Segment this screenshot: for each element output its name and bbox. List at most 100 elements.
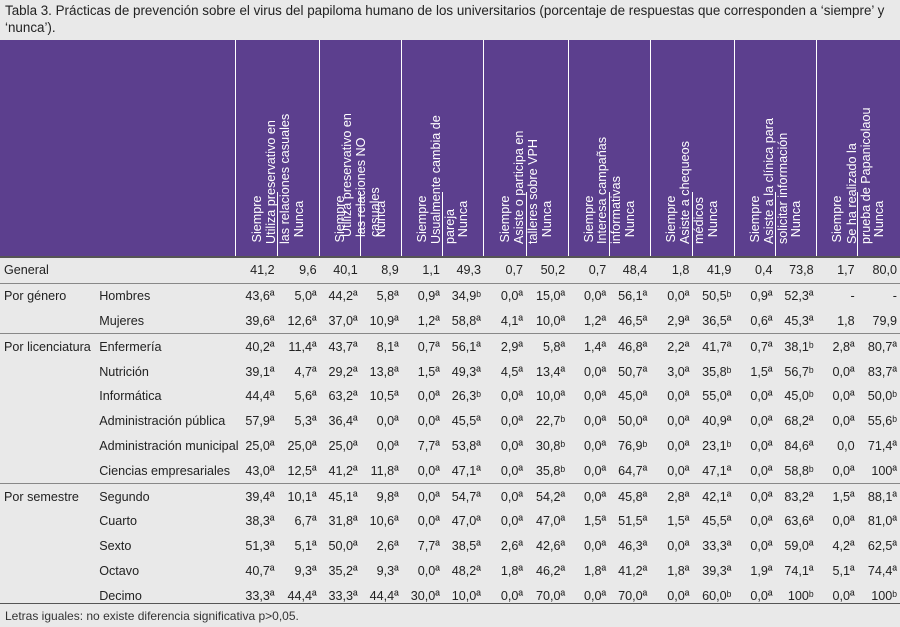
- subheader-nunca: Nunca: [442, 192, 484, 257]
- table-cell: 50,5ᵇ: [692, 282, 735, 309]
- table-cell: 0,7: [568, 255, 610, 284]
- table-cell: 55,6ᵇ: [867, 414, 897, 429]
- table-cell: 0,0ª: [584, 389, 607, 404]
- table-cell: 0,0ª: [750, 438, 773, 453]
- table-cell: 50,2: [526, 255, 569, 284]
- row-subcategory: Administración municipal: [99, 438, 239, 453]
- table-cell: 0,0ª: [584, 414, 607, 429]
- table-cell: 0,0ª: [376, 438, 399, 453]
- table-cell: 42,1ª: [692, 483, 735, 509]
- table-cell: 0,7: [483, 255, 527, 284]
- table-cell: 47,1ª: [702, 463, 732, 478]
- table-cell: 0,0ª: [750, 514, 773, 529]
- table-cell: 30,0ª: [410, 588, 440, 603]
- table-cell: 45,5ª: [451, 414, 481, 429]
- table-cell: 41,2ª: [328, 463, 358, 478]
- table-cell: 79,9: [872, 313, 897, 328]
- row-subcategory: Administración pública: [99, 414, 226, 429]
- table-cell: 2,6ª: [376, 539, 399, 554]
- table-cell: 5,0ª: [277, 282, 320, 309]
- table-cell: 23,1ᵇ: [702, 438, 732, 453]
- table-cell: 0,0ª: [417, 563, 440, 578]
- footnote: Letras iguales: no existe diferencia sig…: [5, 609, 299, 623]
- table-cell: 40,2ª: [235, 333, 278, 360]
- group-header: Asiste o participa en talleres sobre VPH: [483, 40, 569, 244]
- table-cell: 0,9ª: [401, 282, 443, 309]
- row-category: [0, 359, 95, 384]
- table-cell: 39,3ª: [702, 563, 732, 578]
- table-cell: 2,6ª: [500, 539, 524, 554]
- table-cell: 1,5ª: [417, 364, 440, 379]
- table-cell: 4,5ª: [500, 364, 524, 379]
- table-cell: 0,0ª: [832, 414, 855, 429]
- table-cell: 3,0ª: [667, 364, 690, 379]
- table-cell: 74,4ª: [867, 563, 897, 578]
- table-cell: 1,5ª: [816, 483, 858, 509]
- table-cell: 0,0: [837, 438, 855, 453]
- table-cell: 10,5ª: [369, 389, 399, 404]
- table-cell: 46,8ª: [609, 333, 651, 360]
- table-cell: 74,1ª: [784, 563, 814, 578]
- table-cell: 12,6ª: [287, 313, 317, 328]
- row-subcategory: Hombres: [95, 282, 236, 309]
- table-cell: 80,0: [857, 255, 900, 284]
- table-cell: 0,0ª: [584, 438, 607, 453]
- subheader-nunca: Nunca: [775, 192, 817, 257]
- group-header: Asiste a la clínica para solicitar infor…: [733, 40, 817, 244]
- subheader-siempre: Siempre: [567, 192, 610, 257]
- table-cell: -: [857, 282, 900, 309]
- table-cell: 44,4ª: [369, 588, 399, 603]
- table-cell: 4,2ª: [832, 539, 855, 554]
- table-cell: 100ᵇ: [787, 588, 814, 603]
- table-cell: 0,0ª: [500, 438, 524, 453]
- table-row: Decimo 33,3ª 44,4ª 33,3ª 44,4ª 30,0ª 10,0ª 0,0ª…: [0, 583, 900, 608]
- table-cell: 36,5ª: [702, 313, 732, 328]
- table-cell: 0,0ª: [584, 588, 607, 603]
- table-cell: 80,7ª: [857, 333, 900, 360]
- table-cell: 0,0ª: [417, 514, 440, 529]
- subheader-nunca: Nunca: [360, 192, 402, 257]
- table-cell: 0,0ª: [650, 282, 693, 309]
- row-category: [0, 534, 95, 559]
- table-cell: 10,0ª: [535, 389, 566, 404]
- row-subcategory: Octavo: [99, 563, 140, 578]
- table-cell: 33,3ª: [702, 539, 732, 554]
- table-cell: 76,9ᵇ: [618, 438, 648, 453]
- table-cell: 11,8ª: [370, 463, 399, 478]
- row-category: [0, 458, 95, 483]
- group-header: Utiliza preservativo en las relaciones N…: [319, 40, 402, 237]
- table-cell: 51,5ª: [618, 514, 648, 529]
- table-cell: 44,4ª: [245, 389, 275, 404]
- subheader-nunca: Nunca: [608, 192, 651, 257]
- table-cell: 45,1ª: [319, 483, 361, 509]
- table-cell: 49,3: [442, 255, 484, 284]
- table-cell: 58,8ª: [451, 313, 481, 328]
- table-row: Sexto 51,3ª 5,1ª 50,0ª 2,6ª 7,7ª 38,5ª 2,6ª 42,6…: [0, 534, 900, 559]
- table-row: Informática 44,4ª 5,6ª 63,2ª 10,5ª 0,0ª 26,3ᵇ 0…: [0, 384, 900, 409]
- table-cell: 8,1ª: [360, 333, 402, 360]
- table-cell: 0,0ª: [417, 414, 440, 429]
- table-cell: 0,6ª: [750, 313, 773, 328]
- table-cell: 1,2ª: [417, 313, 440, 328]
- subheader-siempre: Siempre: [319, 192, 361, 257]
- row-category: [0, 384, 95, 409]
- table-cell: 1,2ª: [584, 313, 607, 328]
- table-cell: 13,8ª: [369, 364, 399, 379]
- table-cell: 50,0ª: [328, 539, 358, 554]
- subheader-nunca: Nunca: [277, 192, 320, 257]
- table-cell: 54,7ª: [442, 483, 484, 509]
- table-cell: 58,8ᵇ: [784, 463, 814, 478]
- row-category: [0, 509, 95, 534]
- row-subcategory: Cuarto: [99, 514, 138, 529]
- table-cell: 49,3ª: [451, 364, 481, 379]
- table-cell: 47,1ª: [451, 463, 481, 478]
- table-cell: 70,0ª: [535, 588, 566, 603]
- table-cell: 2,8ª: [816, 333, 858, 360]
- table-cell: 1,8: [837, 313, 855, 328]
- table-cell: 52,3ª: [775, 282, 817, 309]
- table-cell: 41,9: [692, 255, 735, 284]
- table-cell: 2,9ª: [483, 333, 527, 360]
- table-cell: 8,9: [360, 255, 402, 284]
- data-table: Utiliza preservativo en las relaciones c…: [0, 40, 900, 608]
- table-cell: 10,9ª: [369, 313, 399, 328]
